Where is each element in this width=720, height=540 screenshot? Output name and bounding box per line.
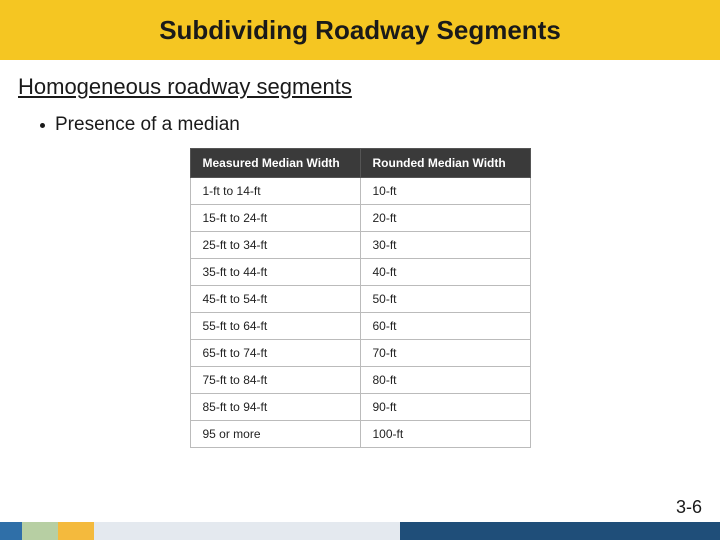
table-cell: 20-ft [360,205,530,232]
footer-stripe [58,522,94,540]
bullet-text: Presence of a median [55,114,240,136]
page-number: 3-6 [676,497,702,518]
bullet-dot-icon [40,123,45,128]
table-cell: 40-ft [360,259,530,286]
table-cell: 85-ft to 94-ft [190,394,360,421]
table-row: 55-ft to 64-ft60-ft [190,313,530,340]
content-area: Homogeneous roadway segments Presence of… [0,60,720,448]
footer [0,522,720,540]
footer-stripe [326,522,400,540]
table-cell: 75-ft to 84-ft [190,367,360,394]
table-row: 1-ft to 14-ft10-ft [190,178,530,205]
footer-stripe [94,522,326,540]
table-cell: 10-ft [360,178,530,205]
table-wrap: Measured Median Width Rounded Median Wid… [18,148,702,448]
table-cell: 1-ft to 14-ft [190,178,360,205]
table-row: 95 or more100-ft [190,421,530,448]
table-row: 65-ft to 74-ft70-ft [190,340,530,367]
table-cell: 100-ft [360,421,530,448]
table-cell: 90-ft [360,394,530,421]
footer-stripe [0,522,22,540]
table-cell: 50-ft [360,286,530,313]
table-cell: 60-ft [360,313,530,340]
footer-stripe [22,522,58,540]
table-cell: 95 or more [190,421,360,448]
table-cell: 15-ft to 24-ft [190,205,360,232]
title-bar: Subdividing Roadway Segments [0,0,720,60]
table-cell: 55-ft to 64-ft [190,313,360,340]
median-width-table: Measured Median Width Rounded Median Wid… [190,148,531,448]
table-cell: 70-ft [360,340,530,367]
table-row: 45-ft to 54-ft50-ft [190,286,530,313]
table-row: 85-ft to 94-ft90-ft [190,394,530,421]
table-row: 75-ft to 84-ft80-ft [190,367,530,394]
table-cell: 80-ft [360,367,530,394]
table-row: 25-ft to 34-ft30-ft [190,232,530,259]
section-heading: Homogeneous roadway segments [18,74,702,100]
table-header-cell: Measured Median Width [190,149,360,178]
bullet-item: Presence of a median [40,114,702,136]
table-cell: 45-ft to 54-ft [190,286,360,313]
footer-stripes [0,522,720,540]
footer-stripe [400,522,720,540]
table-cell: 35-ft to 44-ft [190,259,360,286]
table-row: 15-ft to 24-ft20-ft [190,205,530,232]
slide-title: Subdividing Roadway Segments [159,15,561,46]
table-header-row: Measured Median Width Rounded Median Wid… [190,149,530,178]
table-header-cell: Rounded Median Width [360,149,530,178]
table-cell: 25-ft to 34-ft [190,232,360,259]
table-cell: 30-ft [360,232,530,259]
table-row: 35-ft to 44-ft40-ft [190,259,530,286]
table-cell: 65-ft to 74-ft [190,340,360,367]
